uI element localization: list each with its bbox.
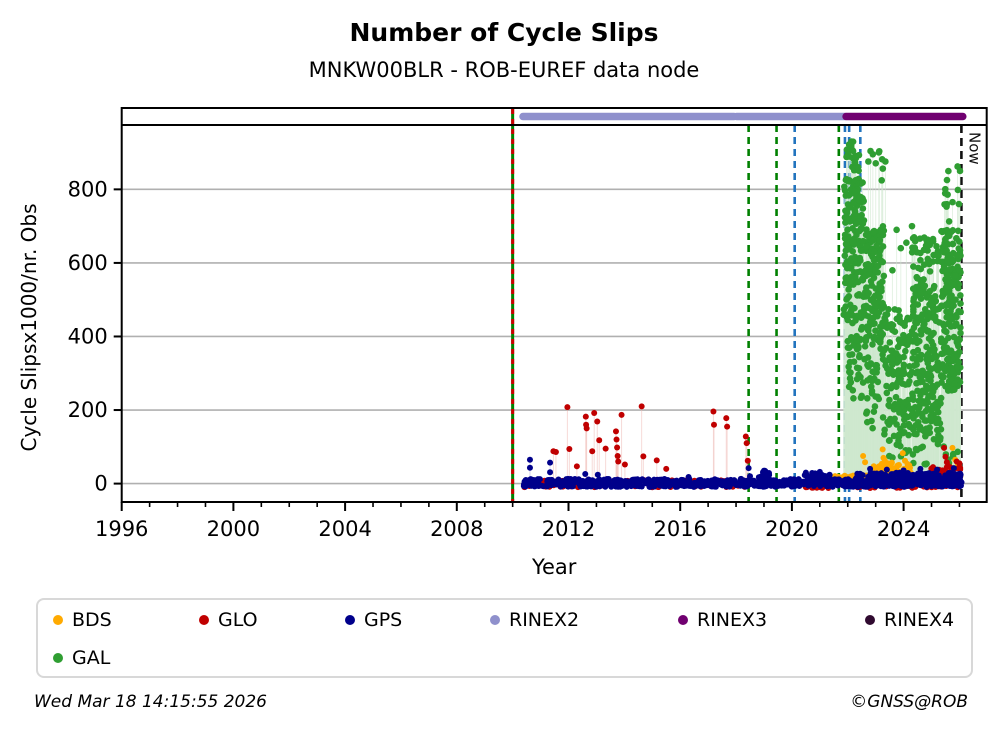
gps-marker-icon <box>345 615 355 625</box>
bds-marker-icon <box>53 615 63 625</box>
legend-item-bds: BDS <box>53 608 112 632</box>
legend-item-gal: GAL <box>53 646 110 670</box>
glo-marker-icon <box>199 615 209 625</box>
legend: BDS GLO GPS RINEX2 RINEX3 RINEX4 GAL <box>36 598 973 678</box>
y-tick-label: 400 <box>68 324 108 348</box>
legend-label-gal: GAL <box>72 647 111 669</box>
x-tick-label: 2008 <box>430 517 483 541</box>
y-tick-label: 200 <box>68 398 108 422</box>
rinex4-marker-icon <box>865 615 875 625</box>
legend-label-rinex2: RINEX2 <box>509 609 580 631</box>
chart-subtitle: MNKW00BLR - ROB-EUREF data node <box>308 58 700 82</box>
legend-item-glo: GLO <box>199 608 258 632</box>
x-tick-label: 2004 <box>318 517 371 541</box>
x-tick-label: 2020 <box>765 517 818 541</box>
legend-label-rinex4: RINEX4 <box>884 609 955 631</box>
legend-item-rinex2: RINEX2 <box>490 608 579 632</box>
legend-item-gps: GPS <box>345 608 402 632</box>
now-label: Now <box>965 132 983 165</box>
x-tick-label: 2012 <box>542 517 595 541</box>
chart-title: Number of Cycle Slips <box>349 18 659 47</box>
chart-canvas: Now 1996 2000 2004 2008 2012 2016 2020 2024 0 200 4… <box>17 107 988 579</box>
x-tick-label: 1996 <box>95 517 148 541</box>
legend-label-rinex3: RINEX3 <box>697 609 768 631</box>
x-axis-label: Year <box>531 555 577 579</box>
x-tick-label: 2000 <box>207 517 260 541</box>
rinex2-marker-icon <box>490 615 500 625</box>
y-tick-label: 600 <box>68 251 108 275</box>
x-tick-label: 2016 <box>653 517 706 541</box>
gal-marker-icon <box>53 653 63 663</box>
y-axis-label: Cycle Slipsx1000/nr. Obs <box>17 203 41 451</box>
legend-label-bds: BDS <box>72 609 112 631</box>
y-tick-label: 800 <box>68 177 108 201</box>
x-tick-label: 2024 <box>877 517 930 541</box>
legend-item-rinex4: RINEX4 <box>865 608 954 632</box>
plot-timestamp: Wed Mar 18 14:15:55 2026 <box>34 692 267 712</box>
legend-item-rinex3: RINEX3 <box>678 608 767 632</box>
plot-credit: ©GNSS@ROB <box>850 692 968 712</box>
legend-label-glo: GLO <box>218 609 258 631</box>
legend-label-gps: GPS <box>364 609 403 631</box>
rinex3-marker-icon <box>678 615 688 625</box>
y-tick-label: 0 <box>94 472 107 496</box>
